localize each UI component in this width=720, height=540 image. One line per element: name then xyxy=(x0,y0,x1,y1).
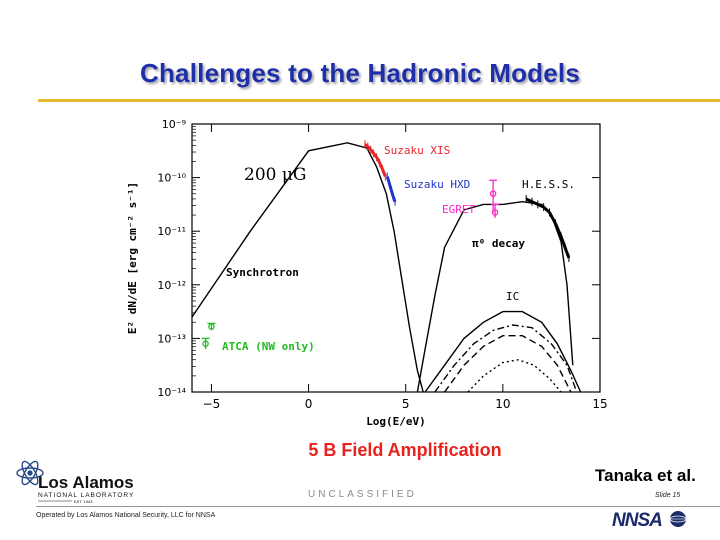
label-suzaku-xis: Suzaku XIS xyxy=(384,144,450,157)
slide-number: Slide 15 xyxy=(655,492,681,499)
curve-dashdot xyxy=(434,324,578,393)
classification-marking: UNCLASSIFIED xyxy=(308,489,417,500)
label-ic: IC xyxy=(506,290,519,303)
label-atca: ATCA (NW only) xyxy=(222,340,315,353)
curve-dotted xyxy=(467,359,562,393)
est-year: EST. 1943 xyxy=(74,499,93,504)
atom-icon xyxy=(16,460,44,486)
y-tick-label: 10⁻¹⁴ xyxy=(157,386,186,399)
slide-title: Challenges to the Hadronic Models xyxy=(140,58,580,88)
lab-name: Los Alamos xyxy=(38,473,134,492)
label-egret: EGRET xyxy=(442,203,475,216)
globe-icon xyxy=(669,511,687,527)
point-egret xyxy=(489,190,497,197)
curve-dashed xyxy=(444,335,572,393)
y-tick-label: 10⁻¹³ xyxy=(157,332,186,345)
point-egret xyxy=(491,209,499,216)
model-curves xyxy=(191,142,582,393)
point-atca xyxy=(202,340,209,348)
x-tick-label: 0 xyxy=(305,397,313,411)
label-suzaku-hxd: Suzaku HXD xyxy=(404,178,470,191)
x-tick-label: 10 xyxy=(495,397,510,411)
x-tick-label: 15 xyxy=(592,397,607,411)
y-tick-label: 10⁻¹⁰ xyxy=(157,172,186,185)
label-synchrotron: Synchrotron xyxy=(226,266,299,279)
x-ticks: −5 0 5 10 15 xyxy=(203,124,608,411)
y-tick-label: 10⁻⁹ xyxy=(162,118,186,131)
y-axis-label: E² dN/dE [erg cm⁻² s⁻¹] xyxy=(126,182,139,334)
label-pion-decay: π⁰ decay xyxy=(472,237,525,250)
y-ticks: 10⁻¹⁴ 10⁻¹³ 10⁻¹² 10⁻¹¹ 10⁻¹⁰ 10⁻⁹ xyxy=(157,118,600,399)
nnsa-logo: NNSA xyxy=(612,510,687,531)
los-alamos-logo: Los Alamos NATIONAL LABORATORY EST. 1943 xyxy=(16,460,134,504)
curve-pion_decay xyxy=(416,200,574,393)
label-hess: H.E.S.S. xyxy=(522,178,575,191)
x-axis-label: Log(E/eV) xyxy=(366,415,426,428)
credit-text: Tanaka et al. xyxy=(595,466,696,485)
spectrum-chart: 10⁻¹⁴ 10⁻¹³ 10⁻¹² 10⁻¹¹ 10⁻¹⁰ 10⁻⁹ −5 0 5 10 15 E… xyxy=(126,118,608,428)
lab-subname: NATIONAL LABORATORY xyxy=(38,492,134,499)
point-atca xyxy=(208,323,215,330)
curve-synchrotron xyxy=(191,142,424,393)
curve-ic xyxy=(424,310,582,393)
x-tick-label: 5 xyxy=(402,397,410,411)
y-tick-label: 10⁻¹² xyxy=(157,279,186,292)
field-annotation: 200 μG xyxy=(244,165,306,185)
operated-by-text: Operated by Los Alamos National Security… xyxy=(36,512,216,519)
x-tick-label: −5 xyxy=(203,397,221,411)
y-tick-label: 10⁻¹¹ xyxy=(157,225,186,238)
title-rule xyxy=(38,99,720,102)
subtitle: 5 B Field Amplification xyxy=(308,440,502,460)
plot-frame xyxy=(191,123,601,393)
data-points xyxy=(201,140,571,350)
footer-rule xyxy=(36,506,720,507)
nnsa-wordmark: NNSA xyxy=(612,510,662,531)
